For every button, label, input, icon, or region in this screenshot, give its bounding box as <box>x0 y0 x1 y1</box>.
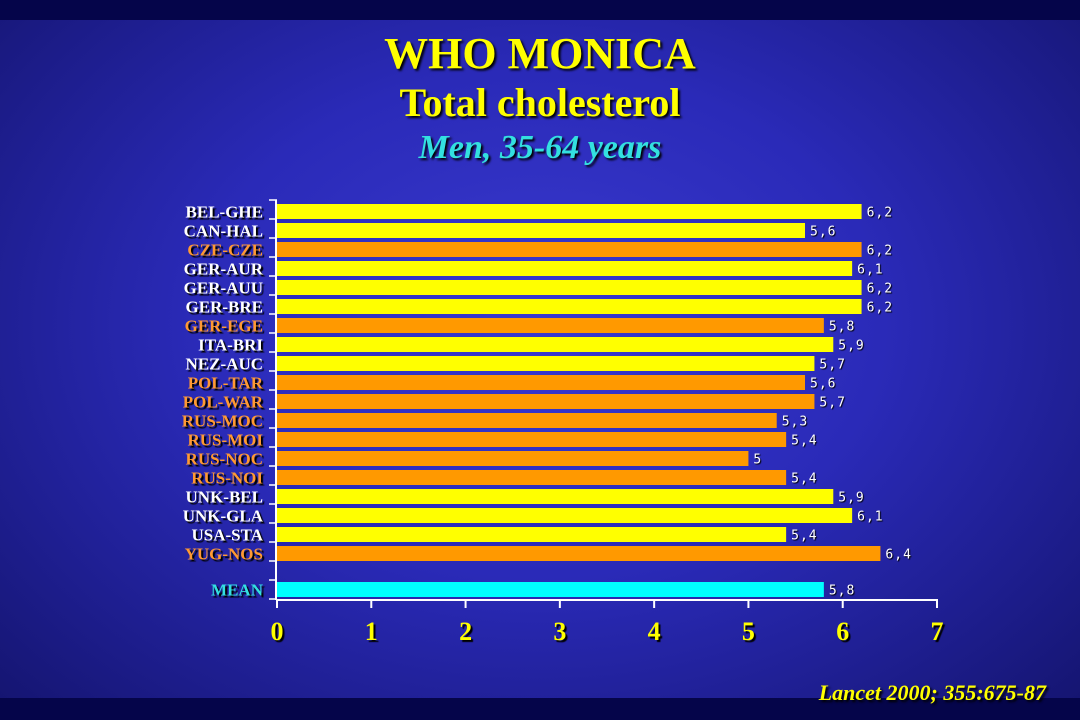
bar-pol-tar <box>277 375 805 390</box>
bar-usa-sta <box>277 527 787 542</box>
category-label: POL-TAR <box>188 374 264 393</box>
x-tick-label: 0 <box>271 617 284 646</box>
category-label: GER-AUR <box>184 260 264 279</box>
category-label: BEL-GHE <box>186 203 263 222</box>
category-label: GER-BRE <box>186 298 263 317</box>
bar-yug-nos <box>277 546 881 561</box>
category-label: RUS-MOC <box>182 412 263 431</box>
bar-ita-bri <box>277 337 834 352</box>
bar-unk-gla <box>277 508 853 523</box>
bottom-frame-band <box>0 698 1080 720</box>
category-label: NEZ-AUC <box>186 355 263 374</box>
value-label: 5,9 <box>838 491 864 506</box>
category-label: RUS-NOI <box>191 469 263 488</box>
value-label: 5,3 <box>782 415 808 430</box>
top-frame-band <box>0 0 1080 20</box>
chart-subtitle-population: Men, 35-64 years <box>418 129 662 166</box>
category-label: RUS-MOI <box>187 431 263 450</box>
x-tick-label: 1 <box>365 617 378 646</box>
value-label: 6,2 <box>867 206 893 221</box>
category-label: POL-WAR <box>183 393 264 412</box>
value-label: 6,2 <box>867 282 893 297</box>
citation: Lancet 2000; 355:675-87 <box>818 680 1046 705</box>
bar-unk-bel <box>277 489 834 504</box>
bar-rus-moi <box>277 432 787 447</box>
bar-rus-moc <box>277 413 777 428</box>
value-label: 6,1 <box>857 263 883 278</box>
value-label: 5,4 <box>791 529 817 544</box>
bar-bel-ghe <box>277 204 862 219</box>
value-label: 6,2 <box>867 301 893 316</box>
title-block: WHO MONICA Total cholesterol Men, 35-64 … <box>0 28 1080 170</box>
x-tick-label: 4 <box>648 617 661 646</box>
x-tick-label: 7 <box>931 617 944 646</box>
bar-ger-aur <box>277 261 853 276</box>
category-label: RUS-NOC <box>186 450 263 469</box>
value-label: 5,8 <box>829 584 855 599</box>
value-label: 6,4 <box>885 548 911 563</box>
category-label: UNK-BEL <box>186 488 263 507</box>
bar-ger-bre <box>277 299 862 314</box>
category-label: CAN-HAL <box>184 222 263 241</box>
bar-nez-auc <box>277 356 815 371</box>
bar-ger-auu <box>277 280 862 295</box>
category-label: GER-AUU <box>184 279 263 298</box>
value-label: 5,7 <box>819 396 845 411</box>
value-label: 5,4 <box>791 434 817 449</box>
value-label: 5,7 <box>819 358 845 373</box>
value-label: 6,1 <box>857 510 883 525</box>
value-label: 6,2 <box>867 244 893 259</box>
x-tick-label: 6 <box>836 617 849 646</box>
bar-can-hal <box>277 223 805 238</box>
value-label: 5,4 <box>791 472 817 487</box>
value-label: 5,9 <box>838 339 864 354</box>
category-label: CZE-CZE <box>187 241 263 260</box>
bar-pol-war <box>277 394 815 409</box>
bar-rus-noc <box>277 451 749 466</box>
value-label: 5 <box>753 453 762 468</box>
bar-mean <box>277 582 824 597</box>
category-label: UNK-GLA <box>183 507 264 526</box>
category-label: YUG-NOS <box>185 545 263 564</box>
category-label: USA-STA <box>192 526 264 545</box>
category-label: GER-EGE <box>185 317 263 336</box>
x-tick-label: 2 <box>459 617 472 646</box>
value-label: 5,6 <box>810 225 836 240</box>
x-tick-label: 5 <box>742 617 755 646</box>
chart-subtitle: Total cholesterol <box>399 80 681 125</box>
value-label: 5,8 <box>829 320 855 335</box>
chart-title: WHO MONICA <box>384 29 696 78</box>
value-label: 5,6 <box>810 377 836 392</box>
bar-rus-noi <box>277 470 787 485</box>
category-label: MEAN <box>211 581 264 600</box>
bar-ger-ege <box>277 318 824 333</box>
x-tick-label: 3 <box>553 617 566 646</box>
bar-cze-cze <box>277 242 862 257</box>
category-label: ITA-BRI <box>198 336 263 355</box>
